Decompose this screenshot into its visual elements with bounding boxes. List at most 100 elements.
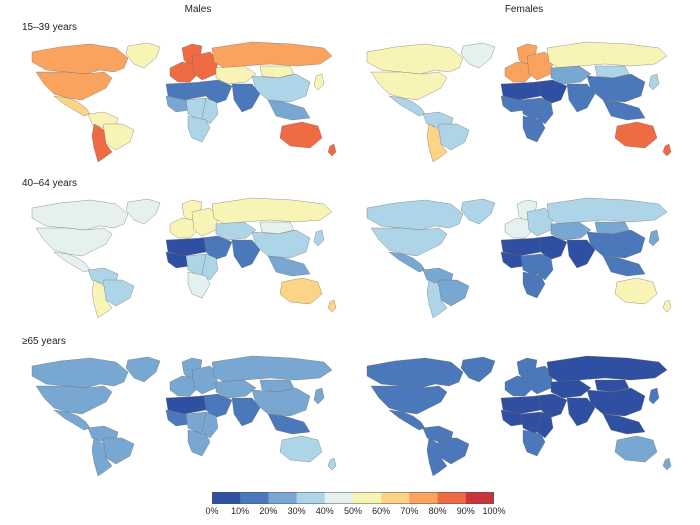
row-label-65-plus: ≥65 years [22,336,66,347]
region-mongolia [259,65,295,79]
region-east-africa [201,253,219,281]
region-australia [614,435,658,463]
region-australia [614,121,658,149]
region-china [586,387,646,417]
region-east-africa [536,97,554,125]
map-females-65-plus [355,352,675,477]
region-north-america [370,71,448,101]
region-canada [31,357,129,389]
region-south-asia [231,83,261,113]
region-russia [211,41,333,69]
color-scale-tick-label: 50% [343,506,362,516]
region-mongolia [594,379,630,393]
region-south-asia [231,397,261,427]
region-east-africa [201,411,219,439]
region-russia [546,41,668,69]
region-australia [279,277,323,305]
region-south-asia [566,239,596,269]
region-japan [313,387,325,405]
region-new-zealand [327,143,337,157]
region-mexico-central [53,409,91,431]
color-scale-segment [353,492,382,504]
region-southern-africa [522,115,546,143]
region-southeast-asia [602,255,646,277]
region-western-europe [504,61,534,83]
region-southern-africa [522,429,546,457]
region-mexico-central [53,251,91,273]
region-russia [546,355,668,383]
region-japan [648,229,660,247]
map-females-40-64 [355,194,675,319]
region-japan [313,73,325,91]
region-north-africa [500,81,542,101]
region-north-africa [165,81,207,101]
region-western-europe [504,217,534,239]
region-new-zealand [662,143,672,157]
region-north-america [370,227,448,257]
region-south-america-south [91,279,113,319]
region-china [586,229,646,259]
color-scale-tick-label: 20% [259,506,278,516]
region-south-america-south [91,437,113,477]
region-greenland [125,356,161,383]
region-southeast-asia [267,255,311,277]
region-mexico-central [388,95,426,117]
color-scale-segment [268,492,298,504]
region-southeast-asia [602,413,646,435]
region-east-africa [201,97,219,125]
region-new-zealand [662,299,672,313]
map-males-40-64 [20,194,340,319]
region-mexico-central [388,251,426,273]
region-western-europe [169,375,199,397]
region-southern-africa [522,271,546,299]
region-north-africa [500,237,542,257]
region-west-africa [165,95,191,113]
region-japan [313,229,325,247]
region-new-zealand [327,299,337,313]
region-central-asia [550,221,592,241]
region-southeast-asia [267,99,311,121]
column-header-males: Males [184,4,212,15]
region-east-africa [536,411,554,439]
region-greenland [460,356,496,383]
color-scale-segment [465,492,494,504]
region-mongolia [594,221,630,235]
region-canada [366,199,464,231]
region-mexico-central [53,95,91,117]
region-north-america [35,227,113,257]
region-mongolia [594,65,630,79]
region-south-america-south [426,123,448,163]
region-china [251,387,311,417]
color-scale-segment [381,492,410,504]
region-central-asia [550,65,592,85]
region-greenland [460,198,496,225]
region-south-asia [566,83,596,113]
color-scale-tick-label: 10% [231,506,250,516]
region-canada [366,357,464,389]
region-canada [31,199,129,231]
color-scale-tick-label: 70% [400,506,419,516]
region-central-asia [215,221,257,241]
region-central-asia [215,379,257,399]
region-china [586,73,646,103]
region-west-africa [500,409,526,427]
region-russia [211,355,333,383]
map-males-65-plus [20,352,340,477]
region-mongolia [259,221,295,235]
color-scale-segment [324,492,354,504]
color-scale-tick-label: 40% [315,506,334,516]
column-header-females: Females [504,4,544,15]
map-females-15-39 [355,38,675,163]
map-males-15-39 [20,38,340,163]
region-north-africa [165,237,207,257]
color-scale-bar [212,492,494,504]
region-greenland [125,42,161,69]
region-greenland [125,198,161,225]
region-central-asia [550,379,592,399]
region-southeast-asia [267,413,311,435]
region-southeast-asia [602,99,646,121]
region-north-america [370,385,448,415]
region-south-america-south [426,279,448,319]
region-south-america-south [426,437,448,477]
region-north-america [35,385,113,415]
